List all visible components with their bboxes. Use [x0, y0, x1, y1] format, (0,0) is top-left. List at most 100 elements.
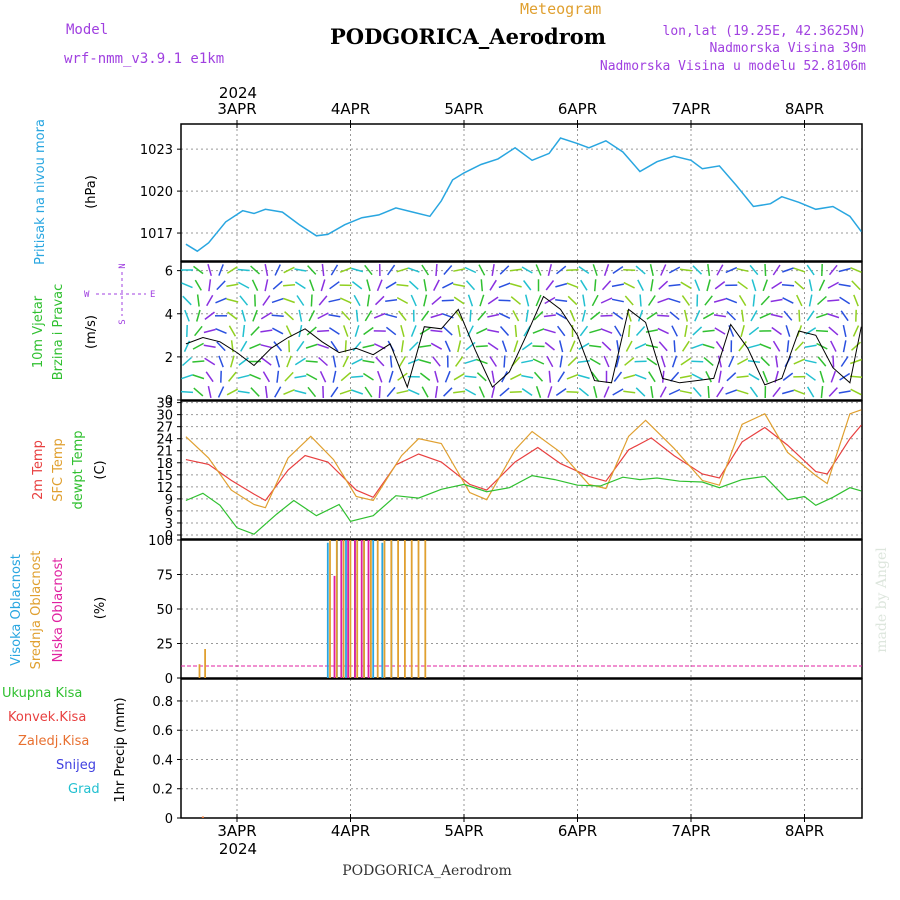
wind-arrow [851, 280, 861, 291]
wind-arrow [283, 297, 295, 304]
wind-arrow [396, 296, 409, 305]
wind-direction-arrows [180, 263, 863, 399]
tick-label: 6 [165, 265, 173, 280]
wind-arrow [238, 281, 250, 289]
wind-arrow [262, 295, 271, 306]
wind-arrow [260, 344, 273, 349]
wind-arrow [615, 355, 621, 368]
wind-arrow [318, 356, 329, 367]
wind-arrow [578, 265, 590, 275]
wind-arrow [544, 296, 556, 305]
panel-frames [180, 123, 863, 819]
wind-arrow [543, 328, 556, 334]
wind-arrow [441, 299, 454, 302]
wind-arrow [286, 355, 292, 368]
wind-arrow [480, 279, 484, 292]
wind-arrow [208, 279, 212, 292]
bottom-day-labels: 3APR 4APR 5APR 6APR 7APR 8APR [217, 822, 824, 840]
wind-arrow [375, 356, 385, 367]
wind-arrow [830, 370, 837, 383]
wind-arrow [410, 294, 417, 307]
wind-arrow [237, 268, 250, 272]
wind-arrow [443, 265, 453, 275]
wind-arrow [272, 327, 284, 335]
wind-arrow [207, 263, 213, 277]
wind-arrow [340, 372, 351, 382]
wind-arrow [650, 385, 654, 399]
wind-arrow [216, 341, 226, 352]
wind-arrow [423, 294, 428, 307]
wind-arrow [759, 343, 772, 350]
precip-legend-item: Grad [68, 782, 100, 797]
wind-arrow [725, 389, 738, 395]
wind-arrow [408, 388, 420, 396]
wind-arrow [660, 355, 666, 368]
wind-arrow [306, 326, 317, 336]
wind-arrow [616, 340, 620, 353]
dewpoint-series-line [185, 474, 862, 535]
wind-arrow [396, 283, 409, 287]
wind-arrow [760, 356, 771, 367]
tick-label: 2 [165, 351, 173, 366]
wind-arrow [740, 325, 745, 337]
wind-arrow [657, 297, 670, 304]
wind-arrow [543, 314, 556, 318]
wind-arrow [816, 313, 828, 319]
wind-arrow [771, 326, 782, 336]
wind-arrow [366, 279, 371, 292]
wind-arrow [330, 340, 339, 352]
wind-arrow [556, 265, 567, 275]
wind-arrow [612, 265, 624, 275]
wind-arrow [592, 264, 598, 276]
wind-arrow [691, 343, 704, 350]
wind-arrow [298, 309, 303, 322]
wind-arrow [204, 311, 215, 320]
tick-label: 3 [165, 517, 173, 532]
wind-arrow [670, 371, 680, 382]
panel-frame-pressure [180, 123, 863, 262]
wind-arrow [600, 314, 613, 317]
wind-arrow [226, 266, 238, 274]
wind-arrow [547, 386, 553, 398]
wind-arrow [192, 342, 204, 350]
temp-label-1: 2m Temp [31, 440, 46, 500]
wind-arrow [548, 370, 552, 383]
wind-arrow [491, 386, 496, 398]
wind-arrow [728, 355, 735, 368]
top-day-label: 4APR [331, 100, 370, 118]
wind-arrow [704, 295, 713, 306]
wind-arrow [192, 360, 205, 363]
wind-arrow [683, 309, 689, 322]
wind-arrow [512, 310, 520, 322]
wind-arrow [355, 309, 359, 322]
wind-arrow [853, 294, 859, 307]
wind-arrow [705, 371, 712, 383]
wind-arrow [593, 279, 597, 292]
panel-frame-precip [180, 678, 863, 819]
wind-arrow [580, 279, 588, 291]
wind-arrow [479, 294, 485, 307]
wind-arrow [613, 371, 623, 382]
wind-arrow [389, 355, 393, 368]
wind-arrow [717, 355, 723, 368]
wind-arrow [579, 325, 589, 337]
wind-arrow [196, 294, 200, 307]
wind-arrow [533, 371, 544, 382]
wind-arrow [317, 312, 329, 320]
precip-unit: 1hr Precip (mm) [113, 697, 128, 802]
wind-arrow [262, 371, 271, 383]
wind-arrow [681, 340, 690, 352]
wind-arrow [684, 324, 688, 338]
wind-arrow [435, 263, 438, 277]
wind-arrow [420, 310, 430, 322]
wind-arrow [751, 279, 757, 292]
wind-arrow [702, 329, 715, 333]
wind-arrow [569, 340, 576, 353]
wind-arrow [501, 340, 508, 353]
wind-arrow [386, 264, 396, 276]
wind-arrow [510, 296, 521, 305]
wind-arrow [203, 344, 216, 348]
wind-arrow [353, 294, 361, 307]
wind-arrow [330, 386, 339, 398]
tick-label: 75 [156, 569, 173, 584]
